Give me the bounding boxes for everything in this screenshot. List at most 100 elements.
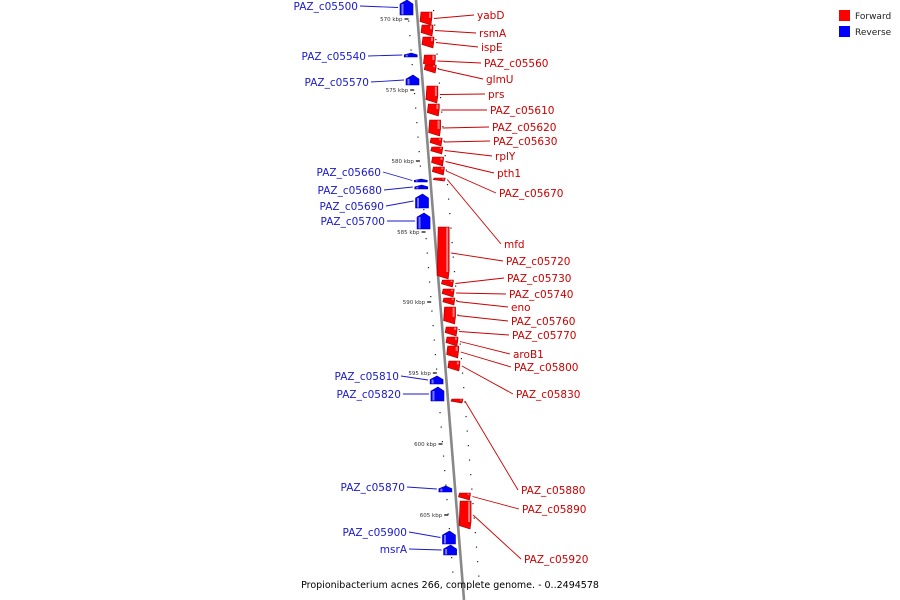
label-leader xyxy=(456,301,509,308)
label-leader xyxy=(385,200,414,207)
forward-gene-label: ispE xyxy=(481,42,503,54)
forward-gene-label: pth1 xyxy=(497,168,521,180)
tick-dot xyxy=(439,412,441,414)
label-leader xyxy=(383,186,413,191)
scale-label: 590 kbp xyxy=(403,300,426,306)
tick-dot xyxy=(408,20,410,22)
arrow-highlight xyxy=(433,65,436,68)
arrow-highlight xyxy=(451,298,454,300)
tick-dot xyxy=(448,198,450,200)
tick-dot xyxy=(443,140,445,142)
arrow-highlight xyxy=(418,217,421,229)
tick-dot xyxy=(447,513,449,515)
label-leader xyxy=(359,5,399,8)
tick-dot xyxy=(432,325,434,327)
tick-dot xyxy=(456,300,458,302)
forward-gene-label: PAZ_c05830 xyxy=(516,389,580,401)
arrow-highlight xyxy=(437,120,440,129)
tick-dot xyxy=(429,281,431,283)
arrow-highlight xyxy=(467,493,470,495)
label-leader xyxy=(370,79,405,83)
label-leader xyxy=(455,277,505,284)
arrow-highlight xyxy=(442,178,445,180)
tick-dot xyxy=(440,426,442,428)
tick-dot xyxy=(442,126,444,128)
tick-dot xyxy=(450,227,452,229)
tick-dot xyxy=(417,136,419,138)
tick-dot xyxy=(438,82,440,84)
arrow-highlight xyxy=(432,391,435,401)
arrow-highlight xyxy=(443,535,446,544)
label-leader xyxy=(444,150,493,157)
reverse-gene-label: PAZ_c05570 xyxy=(305,77,369,89)
tick-dot xyxy=(415,107,417,109)
scale-label: 570 kbp xyxy=(380,17,403,23)
forward-gene-label: rsmA xyxy=(479,28,507,40)
reverse-gene-label: PAZ_c05500 xyxy=(294,1,358,13)
arrow-highlight xyxy=(439,138,442,141)
label-leader xyxy=(445,161,495,174)
gene-labels: yabD rsmA ispE PAZ_c05560 glmU prs PAZ_c05610 P… xyxy=(294,1,589,566)
label-leader xyxy=(437,60,482,64)
arrow-highlight xyxy=(434,86,437,96)
forward-gene-label: rplY xyxy=(495,151,516,163)
label-leader xyxy=(433,14,475,19)
arrow-highlight xyxy=(452,307,455,317)
arrow-highlight xyxy=(468,501,471,522)
forward-gene-label: PAZ_c05560 xyxy=(484,58,548,70)
arrow-highlight xyxy=(446,227,449,272)
tick-dot xyxy=(437,68,439,70)
tick-dot xyxy=(434,354,437,356)
forward-gene-label: PAZ_c05620 xyxy=(492,122,556,134)
tick-dot xyxy=(439,97,442,99)
tick-dot xyxy=(413,93,416,95)
tick-dot xyxy=(444,155,446,157)
tick-dot xyxy=(430,296,432,298)
forward-gene-label: PAZ_c05730 xyxy=(507,273,571,285)
tick-dot xyxy=(465,416,467,418)
forward-gene-label: aroB1 xyxy=(513,349,544,361)
tick-dot xyxy=(434,24,436,26)
tick-dot xyxy=(444,470,446,472)
reverse-gene-label: msrA xyxy=(380,544,408,556)
label-leader xyxy=(408,531,441,538)
arrow-highlight xyxy=(454,327,457,330)
label-leader xyxy=(459,331,510,336)
tick-dot xyxy=(477,561,479,563)
label-leader xyxy=(472,496,520,510)
label-leader xyxy=(367,54,403,57)
tick-dot xyxy=(433,339,435,341)
tick-dot xyxy=(452,256,454,258)
tick-dot xyxy=(427,267,430,269)
tick-dot xyxy=(442,455,445,457)
tick-dot xyxy=(441,441,443,443)
genome-caption: Propionibacterium acnes 266, complete ge… xyxy=(301,580,599,591)
arrow-highlight xyxy=(432,55,435,60)
arrow-highlight xyxy=(436,104,439,109)
forward-gene-label: glmU xyxy=(486,74,514,86)
arrow-highlight xyxy=(407,79,410,85)
reverse-gene-label: PAZ_c05820 xyxy=(337,389,401,401)
arrow-highlight xyxy=(440,157,443,160)
label-leader xyxy=(460,351,512,368)
arrow-highlight xyxy=(439,147,442,149)
forward-gene-label: PAZ_c05800 xyxy=(514,362,578,374)
forward-gene-label: PAZ_c05670 xyxy=(499,188,563,200)
forward-gene-label: eno xyxy=(511,302,531,314)
tick-dot xyxy=(458,329,460,331)
tick-dot xyxy=(410,49,412,51)
legend-forward-label: Forward xyxy=(855,12,891,22)
label-leader xyxy=(464,400,519,491)
forward-gene-label: PAZ_c05740 xyxy=(509,289,573,301)
tick-dot xyxy=(461,372,464,374)
tick-dot xyxy=(474,532,476,534)
gene-features xyxy=(399,0,472,556)
tick-dot xyxy=(431,310,433,312)
tick-dot xyxy=(463,387,465,389)
label-leader xyxy=(444,140,491,143)
reverse-gene-label: PAZ_c05870 xyxy=(341,482,405,494)
arrow-highlight xyxy=(428,12,431,18)
tick-dot xyxy=(446,499,448,501)
reverse-gene-label: PAZ_c05810 xyxy=(335,371,399,383)
label-leader xyxy=(438,68,484,80)
